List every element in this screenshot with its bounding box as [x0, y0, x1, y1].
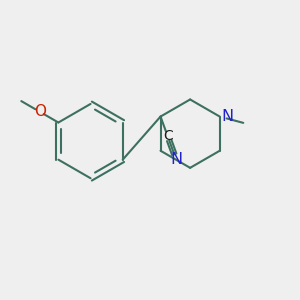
Text: O: O: [34, 104, 46, 119]
Text: N: N: [222, 109, 234, 124]
Text: C: C: [163, 129, 172, 143]
Text: N: N: [170, 152, 182, 166]
